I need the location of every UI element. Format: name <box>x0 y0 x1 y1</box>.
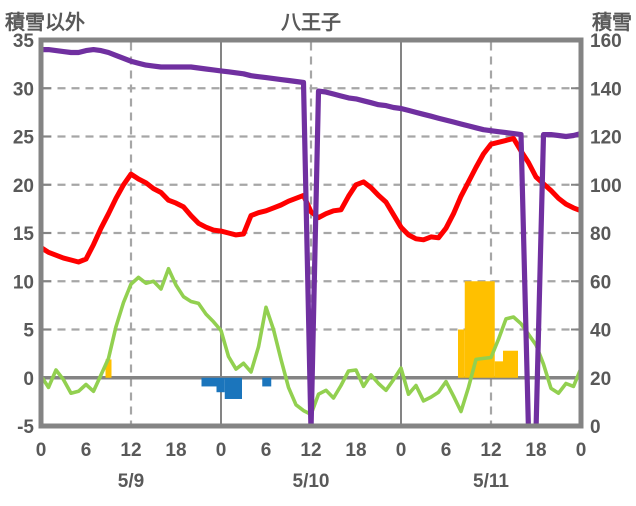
right-axis-tick-label: 140 <box>590 79 622 100</box>
left-axis-tick-label: 35 <box>13 31 35 52</box>
blue-bar <box>224 377 242 399</box>
red-line <box>43 135 579 265</box>
x-axis-tick-label: 18 <box>525 440 546 461</box>
x-axis-tick-label: 12 <box>120 440 141 461</box>
chart-title: 八王子 <box>281 12 341 34</box>
right-axis-tick-label: 60 <box>590 272 611 293</box>
x-axis-date-label: 5/10 <box>293 471 330 492</box>
x-axis-tick-label: 0 <box>576 440 587 461</box>
left-axis-tick-label: 15 <box>13 224 35 245</box>
plot-border <box>38 37 584 429</box>
x-axis-tick-label: 6 <box>81 440 92 461</box>
x-axis-date-label: 5/9 <box>118 471 144 492</box>
right-axis-tick-label: 0 <box>590 417 601 438</box>
left-axis-title: 積雪以外 <box>5 12 85 34</box>
blue-bar <box>201 377 217 387</box>
left-axis-tick-label: 5 <box>23 321 34 342</box>
right-axis-tick-label: 40 <box>590 321 611 342</box>
right-axis-tick-label: 160 <box>590 31 622 52</box>
left-axis-tick-label: -5 <box>17 417 34 438</box>
purple-line <box>43 46 579 424</box>
x-axis-tick-label: 18 <box>345 440 366 461</box>
x-axis-tick-label: 18 <box>165 440 186 461</box>
x-axis-tick-label: 0 <box>36 440 47 461</box>
left-axis-tick-label: 10 <box>13 272 34 293</box>
x-axis-tick-label: 6 <box>441 440 452 461</box>
yellow-bar <box>503 350 518 378</box>
left-axis-tick-label: 0 <box>23 369 34 390</box>
right-axis-tick-label: 100 <box>590 176 622 197</box>
right-axis-tick-label: 80 <box>590 224 611 245</box>
left-axis-tick-label: 30 <box>13 79 34 100</box>
blue-bar <box>216 377 225 393</box>
left-axis-tick-label: 20 <box>13 176 34 197</box>
yellow-bar <box>464 281 495 378</box>
right-axis-tick-label: 120 <box>590 128 622 149</box>
left-axis-tick-label: 25 <box>13 128 35 149</box>
x-axis-tick-label: 0 <box>396 440 407 461</box>
blue-bar <box>262 377 272 387</box>
x-axis-tick-label: 0 <box>216 440 227 461</box>
yellow-bar <box>458 329 465 378</box>
x-axis-tick-label: 6 <box>261 440 272 461</box>
x-axis-date-label: 5/11 <box>473 471 509 492</box>
x-axis-tick-label: 12 <box>300 440 321 461</box>
yellow-bar <box>105 359 112 378</box>
x-axis-tick-label: 12 <box>480 440 501 461</box>
right-axis-tick-label: 20 <box>590 369 611 390</box>
yellow-bar <box>494 361 503 378</box>
right-axis-title: 積雪 <box>592 12 632 34</box>
